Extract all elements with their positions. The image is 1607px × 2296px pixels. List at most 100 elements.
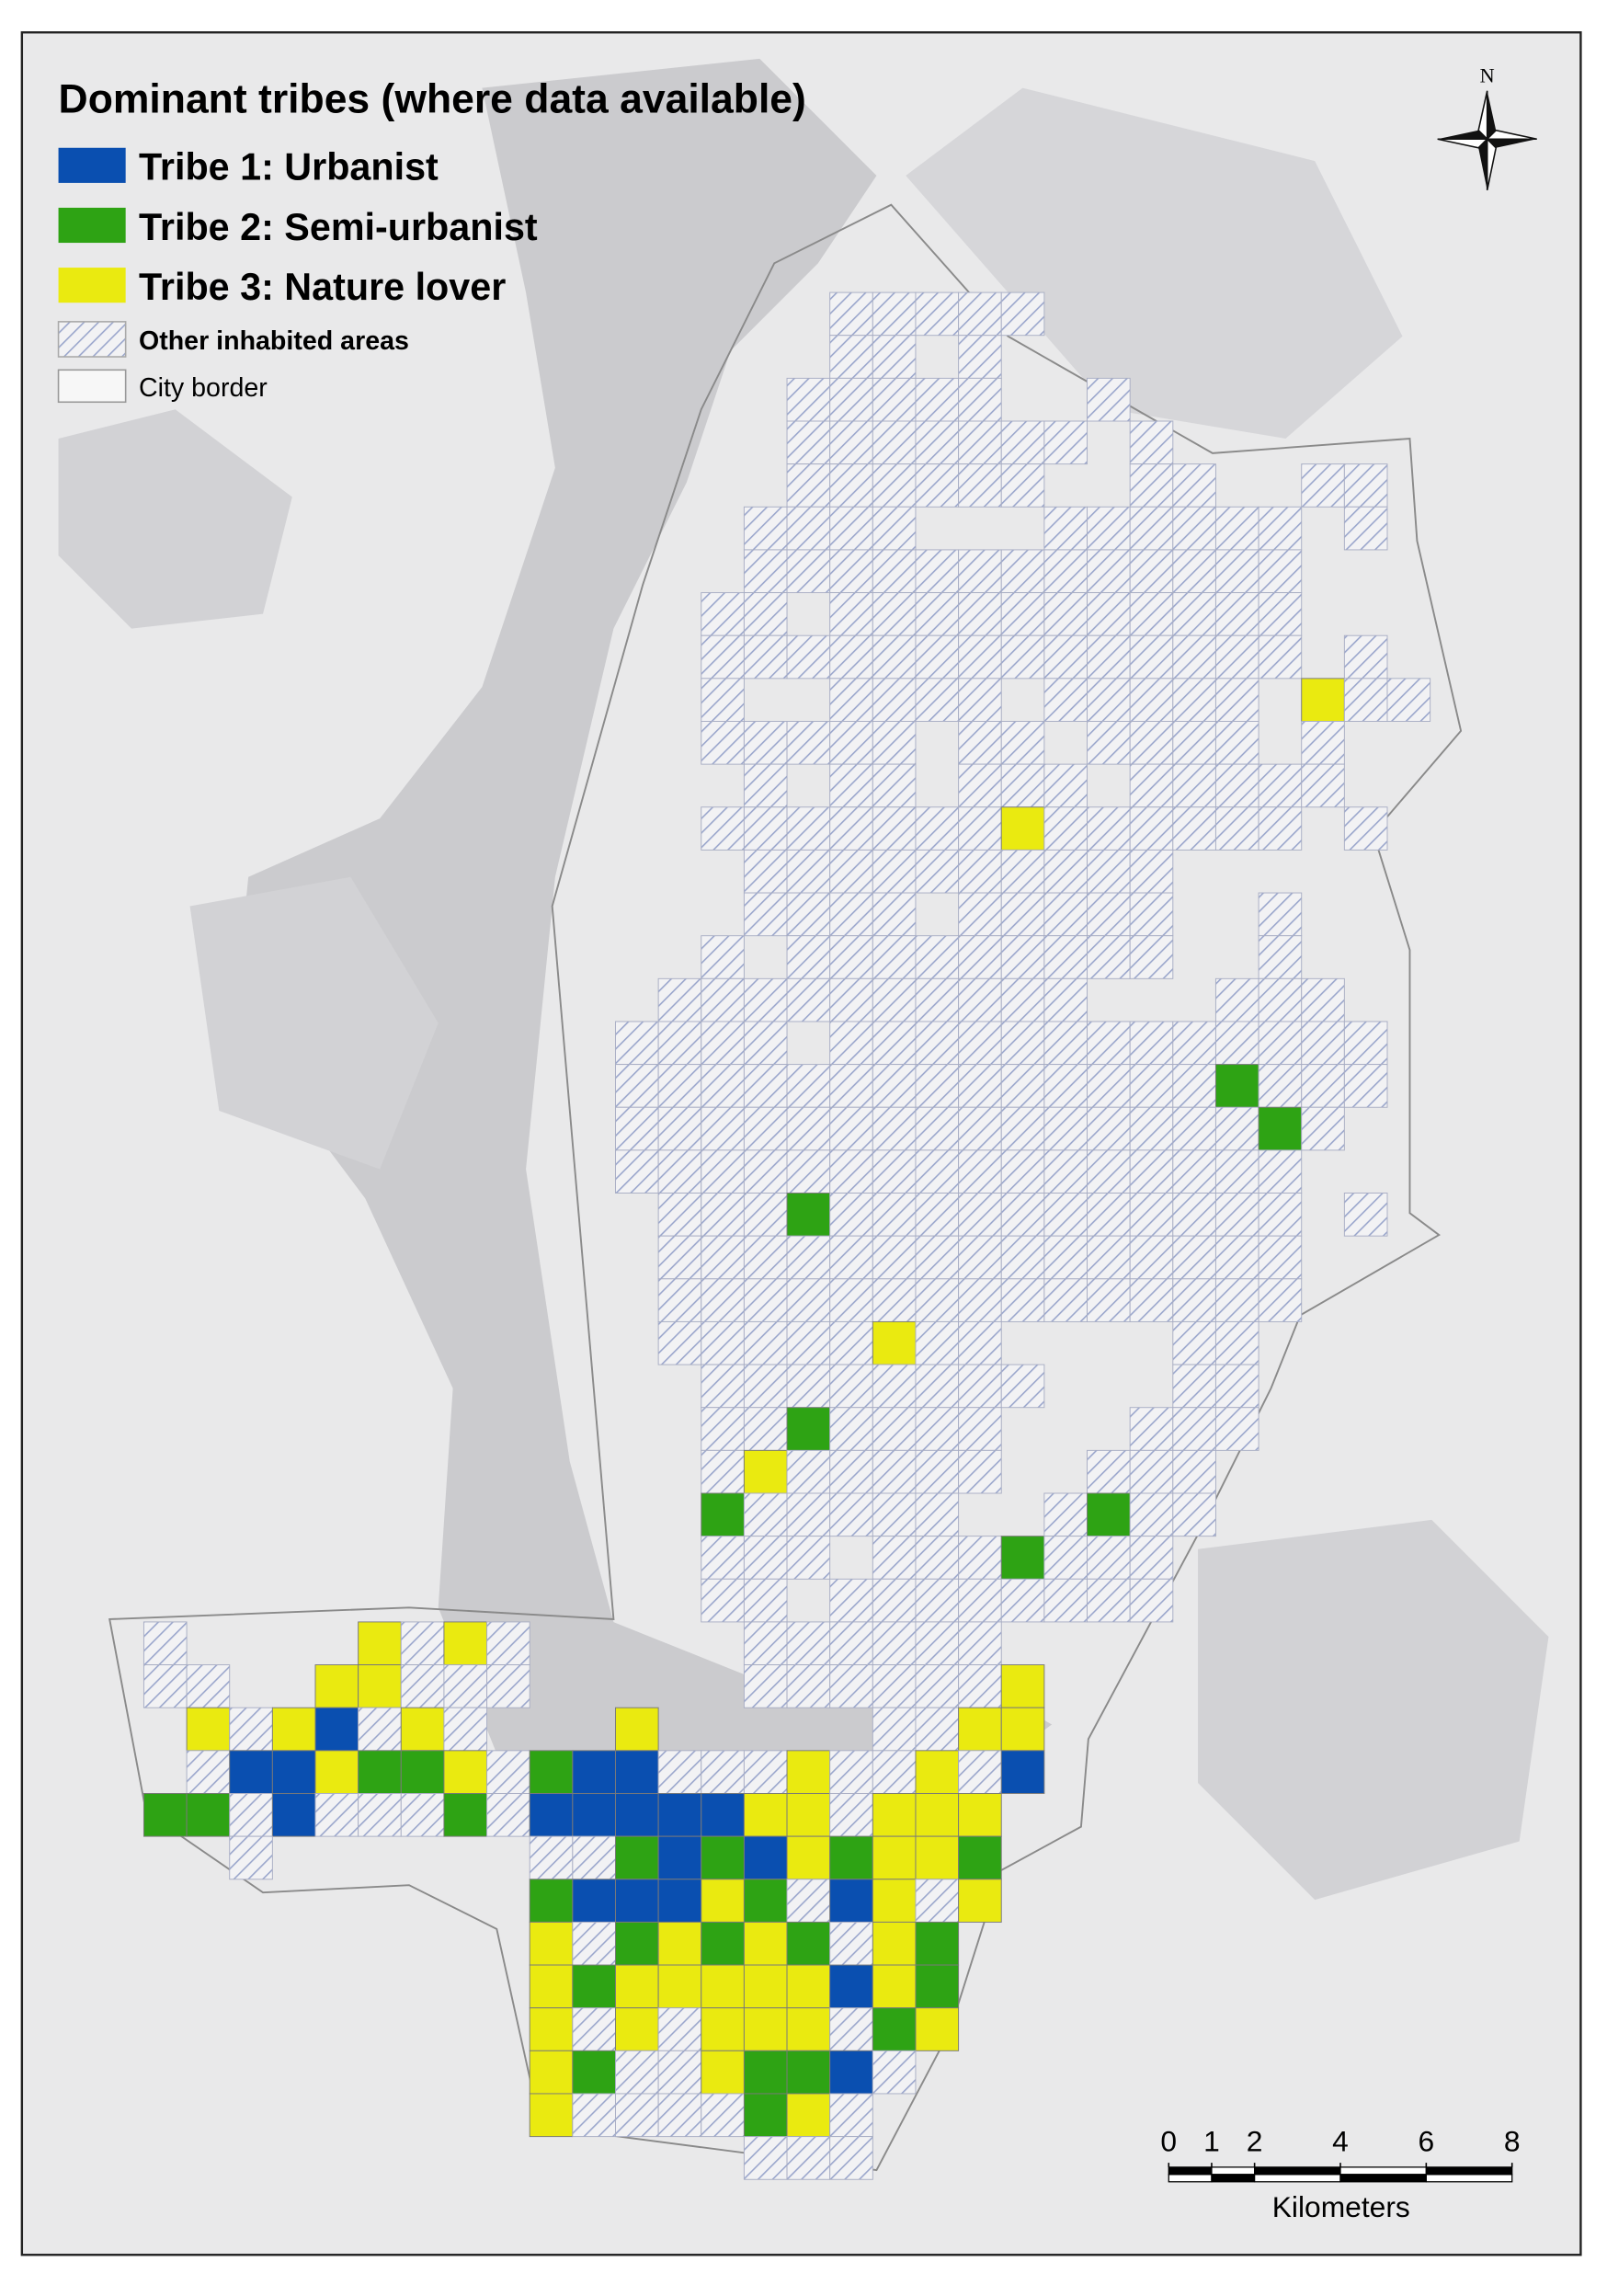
grid-cell <box>872 1707 917 1752</box>
grid-cell <box>615 1149 659 1194</box>
grid-cell <box>1000 849 1045 894</box>
grid-cell <box>701 1921 745 1966</box>
grid-cell <box>958 1793 1002 1837</box>
grid-cell <box>1172 592 1216 636</box>
grid-cell <box>786 935 831 979</box>
grid-cell <box>743 1578 788 1623</box>
grid-cell <box>915 1193 960 1237</box>
scale-segment <box>1253 2174 1341 2183</box>
grid-cell <box>1172 1193 1216 1237</box>
grid-cell <box>615 2093 659 2138</box>
grid-cell <box>786 849 831 894</box>
grid-cell <box>701 1364 745 1409</box>
grid-cell <box>1087 1235 1131 1280</box>
grid-cell <box>1129 1064 1174 1108</box>
grid-cell <box>915 1879 960 1923</box>
grid-cell <box>1172 549 1216 594</box>
grid-cell <box>872 1536 917 1580</box>
grid-cell <box>1000 291 1045 337</box>
grid-cell <box>1043 634 1088 680</box>
grid-cell <box>872 1364 917 1409</box>
grid-cell <box>1129 849 1174 894</box>
grid-cell <box>1214 1193 1259 1237</box>
grid-cell <box>572 1964 616 2009</box>
grid-cell <box>701 1064 745 1108</box>
grid-cell <box>1301 463 1345 508</box>
grid-cell <box>1000 1364 1045 1409</box>
grid-cell <box>1172 678 1216 722</box>
grid-cell <box>872 1578 917 1623</box>
grid-cell <box>657 1835 702 1880</box>
grid-cell <box>786 2136 831 2180</box>
grid-cell <box>743 1364 788 1409</box>
scale-tick-label: 0 <box>1160 2124 1177 2157</box>
grid-cell <box>958 463 1002 508</box>
grid-cell <box>829 721 873 765</box>
grid-cell <box>829 1664 873 1708</box>
grid-cell <box>1129 463 1174 508</box>
grid-cell <box>1129 1278 1174 1322</box>
grid-cell <box>443 1621 488 1666</box>
grid-cell <box>400 1750 445 1794</box>
grid-cell <box>829 1064 873 1108</box>
grid-cell <box>615 1106 659 1151</box>
grid-cell <box>829 2007 873 2051</box>
grid-cell <box>829 1407 873 1451</box>
grid-cell <box>786 2050 831 2095</box>
grid-cell <box>829 1235 873 1280</box>
grid-cell <box>872 335 917 379</box>
grid-cell <box>829 592 873 636</box>
grid-cell <box>872 977 917 1022</box>
grid-cell <box>701 634 745 680</box>
grid-cell <box>915 1149 960 1194</box>
grid-cell <box>872 291 917 337</box>
grid-cell <box>1129 634 1174 680</box>
grid-cell <box>657 1021 702 1066</box>
grid-cell <box>1343 463 1388 508</box>
grid-cell <box>1343 1193 1388 1237</box>
grid-cell <box>701 1021 745 1066</box>
grid-cell <box>958 763 1002 808</box>
grid-cell <box>1214 506 1259 551</box>
legend-swatch <box>58 207 126 244</box>
grid-cell <box>1000 1106 1045 1151</box>
grid-cell <box>1129 1407 1174 1451</box>
grid-cell <box>400 1793 445 1837</box>
grid-cell <box>1258 892 1303 937</box>
grid-cell <box>1214 1320 1259 1365</box>
map-frame <box>20 31 1582 2256</box>
grid-cell <box>443 1707 488 1752</box>
grid-cell <box>915 1278 960 1322</box>
grid-cell <box>1000 463 1045 508</box>
grid-cell <box>872 1407 917 1451</box>
grid-cell <box>1258 763 1303 808</box>
grid-cell <box>1172 806 1216 851</box>
grid-cell <box>1172 634 1216 680</box>
grid-cell <box>1258 549 1303 594</box>
grid-cell <box>1043 977 1088 1022</box>
scale-segment <box>1253 2166 1341 2176</box>
grid-cell <box>958 1835 1002 1880</box>
grid-cell <box>1129 592 1174 636</box>
grid-cell <box>1343 506 1388 551</box>
grid-cell <box>915 1664 960 1708</box>
grid-cell <box>1087 1064 1131 1108</box>
grid-cell <box>1172 463 1216 508</box>
grid-cell <box>829 935 873 979</box>
grid-cell <box>1172 1492 1216 1537</box>
grid-cell <box>786 806 831 851</box>
legend-swatch <box>58 268 126 303</box>
grid-cell <box>1087 549 1131 594</box>
north-arrow: N <box>1437 63 1537 191</box>
grid-cell <box>1214 977 1259 1022</box>
grid-cell <box>615 1750 659 1794</box>
grid-cell <box>872 1449 917 1494</box>
grid-cell <box>1043 420 1088 465</box>
scale-segment <box>1168 2166 1213 2176</box>
grid-cell <box>829 549 873 594</box>
grid-cell <box>1129 763 1174 808</box>
grid-cell <box>915 935 960 979</box>
grid-cell <box>314 1750 359 1794</box>
grid-cell <box>529 1793 574 1837</box>
grid-cell <box>786 2007 831 2051</box>
